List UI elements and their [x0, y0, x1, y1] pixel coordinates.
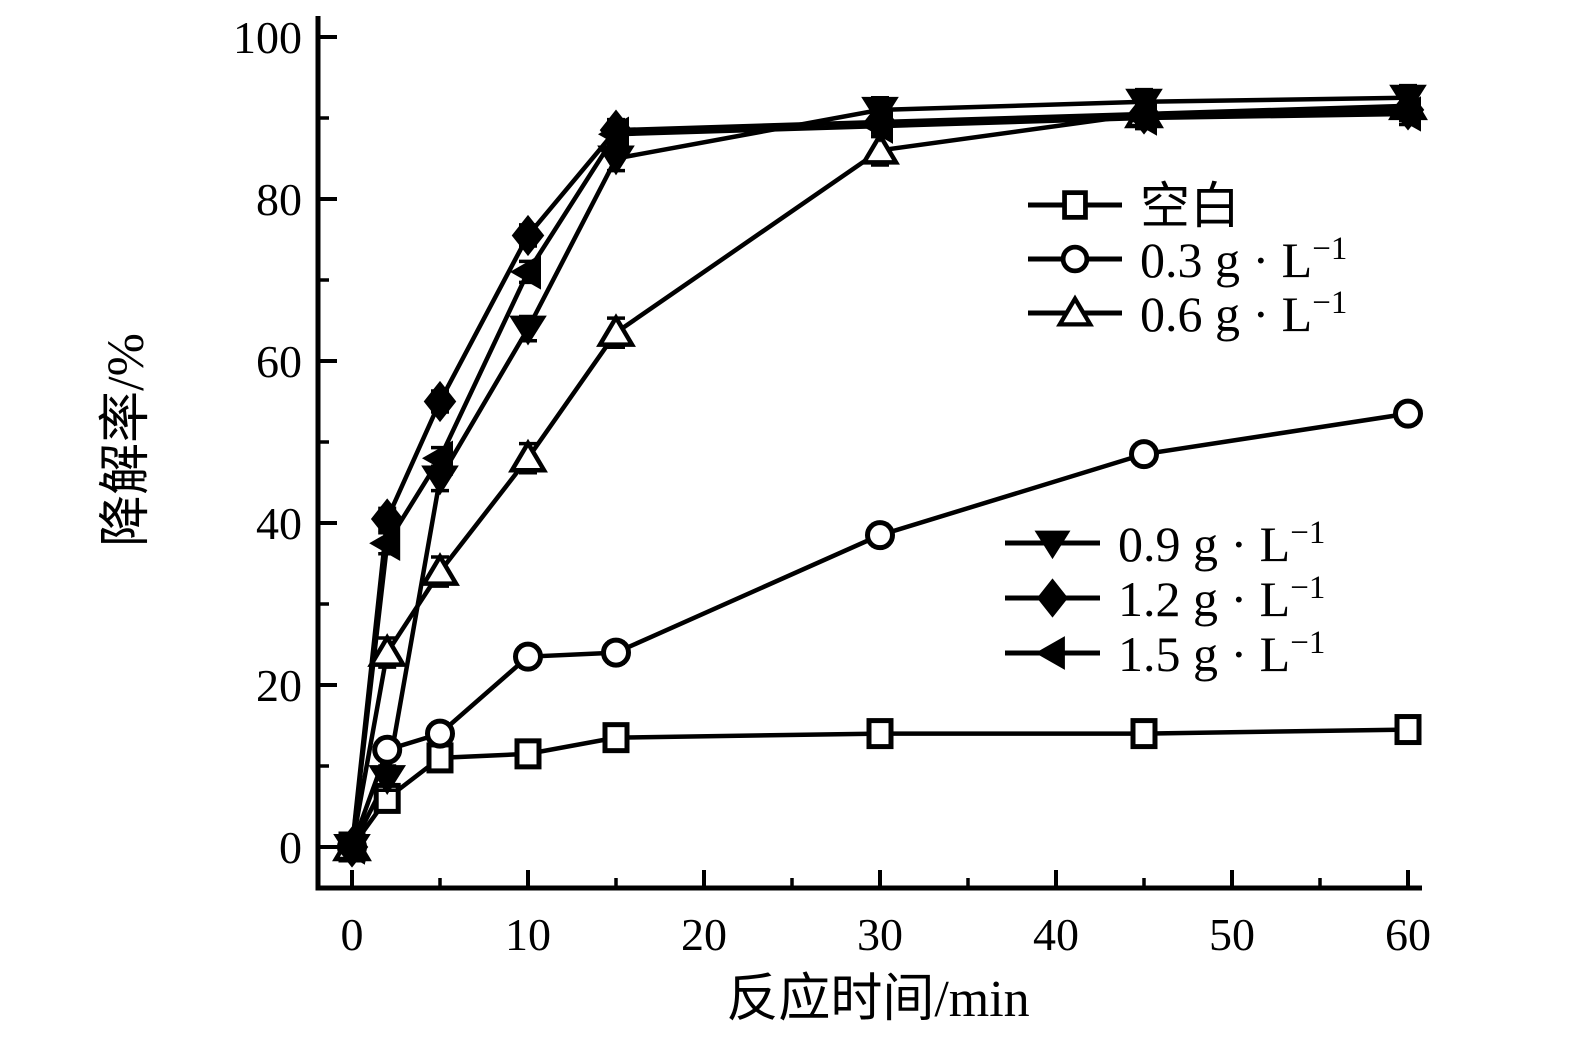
series-points-1.2 g·L⁻¹	[335, 89, 1425, 868]
marker-open-circle	[425, 718, 455, 749]
legend-label: 空白	[1140, 178, 1240, 234]
legend-item-0.9 g·L⁻¹: 0.9 g · L−1	[1005, 515, 1325, 572]
x-tick-label: 20	[681, 909, 727, 960]
y-tick-label: 0	[279, 822, 302, 873]
series-line	[349, 107, 1409, 848]
marker-filled-diamond	[1036, 578, 1069, 618]
marker-open-triangle-up	[367, 633, 408, 667]
legend-label: 0.6 g · L−1	[1140, 285, 1347, 342]
marker-open-square	[514, 738, 542, 770]
legend-item-0.6 g·L⁻¹: 0.6 g · L−1	[1028, 285, 1347, 342]
series-0.9 g·L⁻¹	[349, 95, 1409, 849]
y-tick-label: 20	[256, 660, 302, 711]
series-1.2 g·L⁻¹	[349, 107, 1409, 848]
marker-open-square	[1394, 714, 1422, 746]
y-tick-label: 60	[256, 336, 302, 387]
axes: 0 20 40 60 80 100 0 10 20 30 40 50 60 反应时间/min 降解率/%	[98, 12, 1431, 1028]
x-tick-label: 50	[1209, 909, 1255, 960]
marker-open-triangle-up	[596, 313, 636, 347]
legend-item-空白: 空白	[1028, 178, 1240, 234]
legend-label: 0.9 g · L−1	[1118, 515, 1325, 572]
x-axis-title: 反应时间/min	[726, 971, 1029, 1028]
marker-open-circle	[1129, 439, 1159, 470]
marker-open-square	[1130, 718, 1158, 750]
x-tick-label: 0	[341, 909, 364, 960]
x-tick-label: 30	[857, 909, 903, 960]
series-points-空白	[338, 714, 1422, 863]
marker-filled-triangle-left	[597, 116, 629, 152]
x-tick-label: 60	[1385, 909, 1431, 960]
marker-open-circle	[372, 734, 403, 765]
marker-open-triangle-up	[1056, 294, 1094, 327]
marker-open-square	[602, 722, 630, 754]
y-tick-label: 100	[233, 12, 302, 63]
marker-filled-triangle-left	[333, 829, 365, 865]
marker-open-circle	[601, 637, 631, 668]
legend-label: 1.5 g · L−1	[1118, 625, 1325, 682]
legend-label: 0.3 g · L−1	[1140, 231, 1347, 288]
marker-filled-triangle-left	[1125, 100, 1157, 136]
marker-open-square	[1062, 190, 1088, 220]
legend-item-0.3 g·L⁻¹: 0.3 g · L−1	[1028, 231, 1347, 288]
marker-open-square	[866, 718, 894, 750]
series-line	[349, 95, 1409, 849]
marker-open-square	[426, 742, 454, 774]
legend-item-1.5 g·L⁻¹: 1.5 g · L−1	[1005, 625, 1325, 682]
marker-open-circle	[865, 520, 895, 551]
marker-open-triangle-up	[420, 552, 460, 586]
x-tick-label: 40	[1033, 909, 1079, 960]
marker-open-circle	[513, 641, 543, 672]
series-points-1.5 g·L⁻¹	[333, 96, 1421, 865]
marker-filled-triangle-down	[509, 315, 547, 346]
series-layer	[332, 83, 1428, 868]
marker-filled-triangle-down	[1034, 530, 1071, 560]
series-points-0.3 g·L⁻¹	[337, 398, 1423, 862]
marker-filled-diamond	[423, 380, 457, 423]
marker-filled-triangle-left	[1035, 636, 1065, 670]
marker-open-circle	[1393, 398, 1423, 429]
legend-label: 1.2 g · L−1	[1118, 570, 1325, 627]
marker-open-triangle-up	[508, 438, 548, 473]
marker-filled-triangle-left	[1389, 96, 1421, 132]
legend-item-1.2 g·L⁻¹: 1.2 g · L−1	[1005, 570, 1325, 627]
marker-filled-diamond	[511, 214, 545, 257]
marker-open-circle	[1060, 244, 1090, 274]
y-tick-label: 80	[256, 174, 302, 225]
marker-filled-triangle-left	[369, 525, 401, 561]
y-axis-title: 降解率/%	[98, 333, 155, 547]
marker-open-triangle-up	[860, 130, 900, 165]
marker-filled-triangle-left	[861, 108, 893, 144]
marker-filled-triangle-left	[421, 440, 453, 476]
x-tick-label: 10	[505, 909, 551, 960]
y-tick-label: 40	[256, 498, 302, 549]
marker-filled-triangle-left	[509, 254, 541, 290]
marker-filled-triangle-down	[368, 765, 407, 796]
